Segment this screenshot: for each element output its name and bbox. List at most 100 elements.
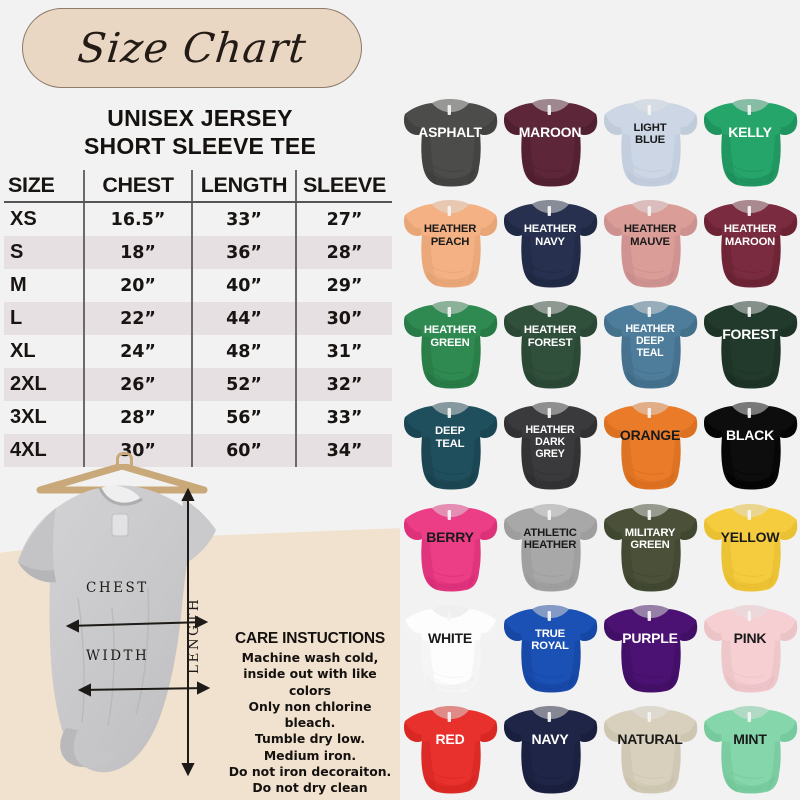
color-swatch-cell[interactable]: BERRY xyxy=(400,497,500,598)
cell-length: 48” xyxy=(191,335,296,368)
size-chart-banner: Size Chart xyxy=(22,8,362,88)
color-swatch-cell[interactable]: YELLOW xyxy=(700,497,800,598)
cell-chest: 18” xyxy=(83,236,192,269)
cell-sleeve: 31” xyxy=(295,335,392,368)
tshirt-icon xyxy=(502,297,598,391)
cell-length: 56” xyxy=(191,401,296,434)
color-swatch-cell[interactable]: MAROON xyxy=(500,92,600,193)
cell-chest: 16.5” xyxy=(83,202,192,236)
color-swatch-cell[interactable]: HEATHER GREEN xyxy=(400,294,500,395)
tshirt-icon xyxy=(602,702,698,796)
color-swatch-cell[interactable]: BLACK xyxy=(700,395,800,496)
tshirt-icon xyxy=(702,196,798,290)
color-swatch-cell[interactable]: LIGHT BLUE xyxy=(600,92,700,193)
color-swatch-cell[interactable]: HEATHER MAUVE xyxy=(600,193,700,294)
table-row: XS 16.5” 33” 27” xyxy=(4,202,392,236)
size-measurements-table: SIZE CHEST LENGTH SLEEVE XS 16.5” 33” 27” S 1… xyxy=(4,170,392,467)
color-swatch-cell[interactable]: NAVY xyxy=(500,699,600,800)
table-row: 4XL 30” 60” 34” xyxy=(4,434,392,467)
tshirt-icon xyxy=(702,601,798,695)
color-swatch-cell[interactable]: NATURAL xyxy=(600,699,700,800)
table-row: XL 24” 48” 31” xyxy=(4,335,392,368)
tshirt-icon xyxy=(402,702,498,796)
tshirt-icon xyxy=(402,500,498,594)
cell-chest: 26” xyxy=(83,368,192,401)
cell-size: S xyxy=(4,236,84,269)
tshirt-icon xyxy=(702,398,798,492)
care-instruction-line: Do not iron decoraiton. xyxy=(228,763,392,779)
cell-length: 60” xyxy=(191,434,296,467)
product-title-line-1: UNISEX JERSEY xyxy=(107,105,293,131)
table-header-row: SIZE CHEST LENGTH SLEEVE xyxy=(4,170,392,203)
tee-measurement-diagram: CHEST WIDTH LENGTH xyxy=(8,452,238,800)
size-chart-title: Size Chart xyxy=(75,24,309,72)
tee-illustration xyxy=(18,485,216,777)
care-instruction-line: inside out with like colors xyxy=(243,666,377,698)
cell-sleeve: 27” xyxy=(295,202,392,236)
care-instruction-line: Only non chlorine bleach. xyxy=(248,698,372,730)
cell-chest: 20” xyxy=(83,269,192,302)
cell-size: XL xyxy=(10,340,36,362)
color-swatch-cell[interactable]: KELLY xyxy=(700,92,800,193)
color-swatch-cell[interactable]: HEATHER MAROON xyxy=(700,193,800,294)
cell-chest: 24” xyxy=(83,335,192,368)
care-instruction-line: Medium iron. xyxy=(263,747,357,763)
color-swatch-grid: ASPHALT MAROON LIGHT BLUE KELLY xyxy=(400,92,800,800)
tshirt-icon xyxy=(602,601,698,695)
care-instructions: CARE INSTUCTIONS Machine wash cold, insid… xyxy=(222,630,398,796)
color-swatch-cell[interactable]: TRUE ROYAL xyxy=(500,598,600,699)
color-swatch-cell[interactable]: WHITE xyxy=(400,598,500,699)
care-instruction-line: Tumble dry low. xyxy=(254,731,366,747)
tshirt-icon xyxy=(502,95,598,189)
tshirt-icon xyxy=(402,398,498,492)
dimension-label-width: WIDTH xyxy=(86,648,150,664)
tshirt-icon xyxy=(402,196,498,290)
color-swatch-cell[interactable]: ATHLETIC HEATHER xyxy=(500,497,600,598)
color-swatch-cell[interactable]: HEATHER DEEP TEAL xyxy=(600,294,700,395)
care-instruction-line: Do not dry clean xyxy=(252,780,368,795)
color-swatch-cell[interactable]: PURPLE xyxy=(600,598,700,699)
tshirt-icon xyxy=(602,196,698,290)
cell-chest: 22” xyxy=(83,302,192,335)
color-swatch-cell[interactable]: FOREST xyxy=(700,294,800,395)
tshirt-icon xyxy=(602,297,698,391)
color-swatch-cell[interactable]: HEATHER NAVY xyxy=(500,193,600,294)
table-row: M 20” 40” 29” xyxy=(4,269,392,302)
color-swatch-cell[interactable]: PINK xyxy=(700,598,800,699)
color-swatch-cell[interactable]: HEATHER FOREST xyxy=(500,294,600,395)
product-title: UNISEX JERSEY SHORT SLEEVE TEE xyxy=(0,104,400,160)
cell-sleeve: 28” xyxy=(295,236,392,269)
cell-sleeve: 34” xyxy=(295,434,392,467)
cell-sleeve: 30” xyxy=(295,302,392,335)
cell-sleeve: 33” xyxy=(295,401,392,434)
color-swatch-cell[interactable]: ORANGE xyxy=(600,395,700,496)
tshirt-icon xyxy=(702,95,798,189)
color-swatch-cell[interactable]: RED xyxy=(400,699,500,800)
care-instructions-title: CARE INSTUCTIONS xyxy=(234,630,386,647)
cell-chest: 30” xyxy=(83,434,192,467)
column-header-sleeve: SLEEVE xyxy=(295,170,392,203)
cell-size: M xyxy=(10,274,27,296)
cell-size: 3XL xyxy=(10,406,47,428)
hanger-hook-icon xyxy=(116,452,133,471)
tshirt-icon xyxy=(502,398,598,492)
color-swatch-cell[interactable]: MINT xyxy=(700,699,800,800)
color-swatch-cell[interactable]: ASPHALT xyxy=(400,92,500,193)
color-swatch-cell[interactable]: HEATHER DARK GREY xyxy=(500,395,600,496)
color-swatch-cell[interactable]: HEATHER PEACH xyxy=(400,193,500,294)
tshirt-icon xyxy=(502,601,598,695)
tshirt-icon xyxy=(402,601,498,695)
care-instruction-line: Machine wash cold, xyxy=(241,650,379,665)
tshirt-icon xyxy=(702,500,798,594)
cell-size: 2XL xyxy=(4,368,84,401)
cell-sleeve: 32” xyxy=(295,368,392,401)
color-swatch-cell[interactable]: MILITARY GREEN xyxy=(600,497,700,598)
cell-length: 33” xyxy=(191,202,296,236)
table-row: 3XL 28” 56” 33” xyxy=(4,401,392,434)
cell-size: 4XL xyxy=(4,434,84,467)
color-swatch-cell[interactable]: DEEP TEAL xyxy=(400,395,500,496)
tshirt-icon xyxy=(702,702,798,796)
dimension-label-length: LENGTH xyxy=(186,596,202,674)
column-header-length: LENGTH xyxy=(191,170,296,203)
